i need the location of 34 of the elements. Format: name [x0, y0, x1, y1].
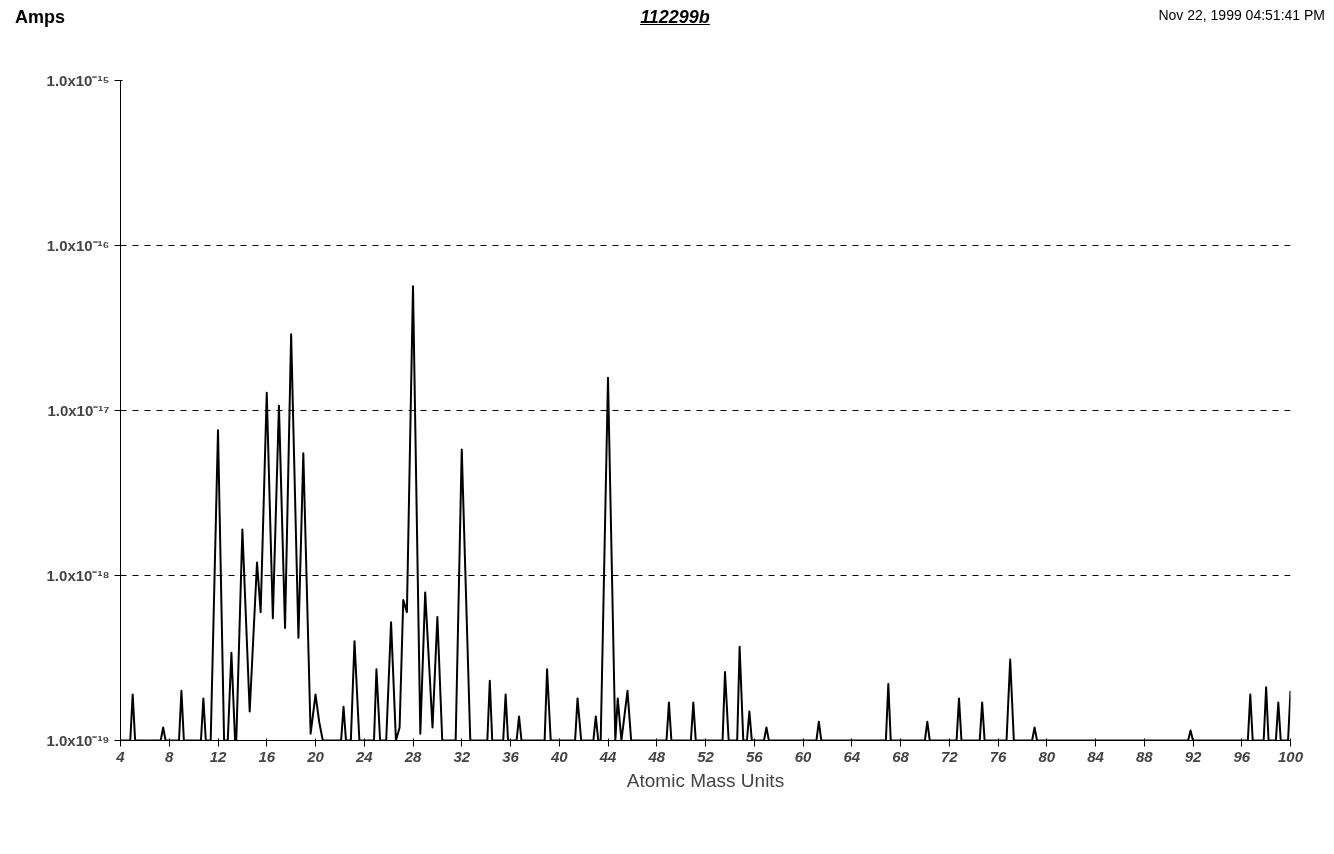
x-tick-label: 32	[453, 747, 471, 765]
x-tick-label: 36	[502, 747, 520, 765]
x-tick-label: 64	[843, 747, 861, 765]
y-tick-label: 1.0x10⁻¹⁹	[46, 732, 110, 749]
y-tick-label: 1.0x10⁻¹⁷	[47, 402, 110, 419]
x-tick-label: 68	[892, 747, 910, 765]
x-tick-label: 84	[1087, 747, 1105, 765]
y-tick-label: 1.0x10⁻¹⁵	[46, 72, 110, 89]
x-tick-label: 48	[647, 747, 666, 765]
x-tick-label: 52	[697, 747, 715, 765]
x-axis-title: Atomic Mass Units	[626, 769, 785, 791]
x-tick-label: 4	[115, 747, 126, 765]
x-tick-label: 12	[209, 747, 227, 765]
y-tick-label: 1.0x10⁻¹⁸	[46, 567, 110, 584]
x-tick-label: 20	[306, 747, 325, 765]
x-tick-label: 72	[940, 747, 959, 765]
x-tick-label: 56	[745, 747, 764, 765]
x-tick-label: 8	[165, 747, 175, 765]
x-tick-label: 96	[1233, 747, 1251, 765]
x-tick-label: 44	[598, 747, 617, 765]
text: Nov 22, 1999 04:51:41 PM	[1158, 6, 1325, 25]
x-tick-label: 40	[549, 747, 569, 765]
x-tick-label: 76	[989, 747, 1007, 765]
chart-title: 112299b	[640, 7, 710, 27]
y-axis-title: Amps	[15, 6, 66, 29]
x-tick-label: 16	[258, 747, 276, 765]
x-tick-label: 60	[794, 747, 812, 765]
x-tick-label: 88	[1135, 747, 1154, 765]
x-tick-label: 80	[1038, 747, 1056, 765]
x-tick-label: 92	[1184, 747, 1202, 765]
x-tick-label: 28	[403, 747, 422, 765]
x-tick-label: 24	[354, 747, 374, 765]
y-tick-label: 1.0x10⁻¹⁶	[46, 237, 110, 254]
x-tick-label: 100	[1277, 747, 1304, 765]
